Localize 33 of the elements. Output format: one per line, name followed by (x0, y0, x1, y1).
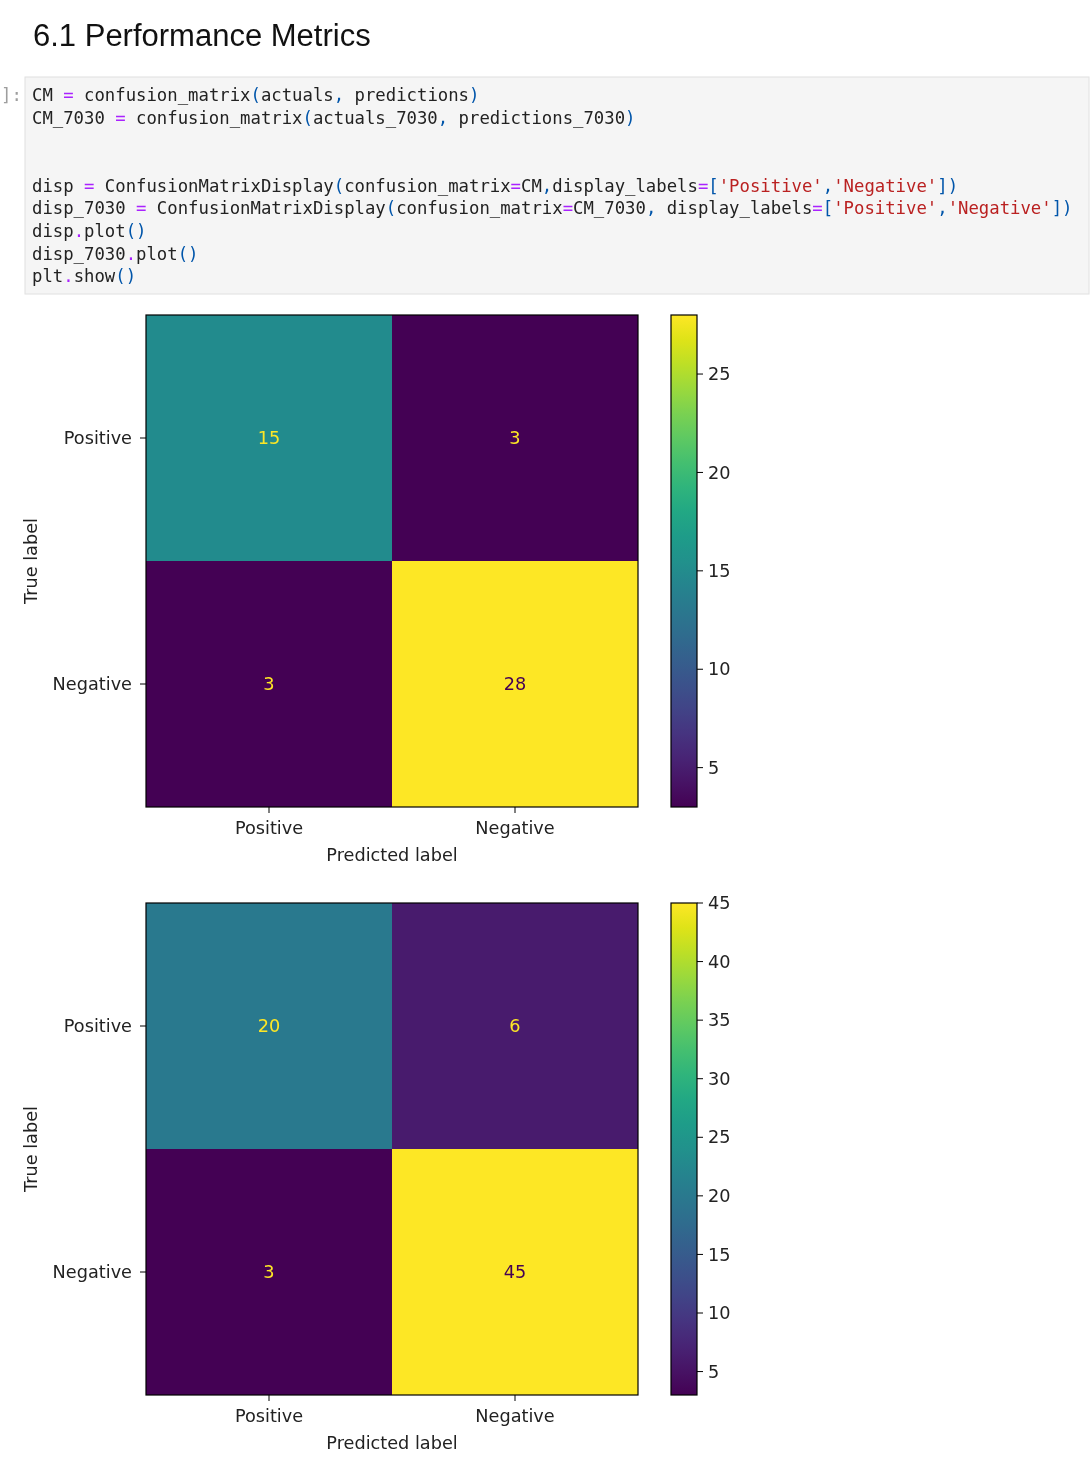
data-label: 28 (503, 674, 527, 695)
data-label: 3 (263, 1262, 275, 1283)
data-label: 3 (509, 428, 521, 449)
color-bar-label: 25 (708, 364, 731, 385)
y-tick-label: Positive (63, 1016, 132, 1037)
data-label: 3 (263, 674, 275, 695)
y-axis-title: True label (21, 518, 41, 605)
text: ]: (1, 85, 22, 105)
y-axis-title: True label (21, 1106, 41, 1193)
color-bar-label: 10 (708, 1303, 731, 1324)
color-bar-label: 10 (708, 659, 731, 680)
y-tick-label: Positive (63, 428, 132, 449)
x-axis-title: Predicted label (326, 1433, 458, 1453)
color-bar-label: 30 (708, 1068, 731, 1089)
color-bar-label: 15 (708, 561, 731, 582)
color-bar-label: 5 (708, 757, 720, 778)
y-tick-label: Negative (52, 674, 132, 695)
data-label: 20 (257, 1016, 281, 1037)
color-bar-label: 5 (708, 1361, 720, 1382)
color-bar-label: 20 (708, 462, 731, 483)
y-tick-label: Negative (52, 1262, 132, 1283)
color-bar-label: 40 (708, 951, 731, 972)
color-bar-label: 25 (708, 1127, 731, 1148)
data-label: 15 (257, 428, 281, 449)
color-bar-label: 35 (708, 1010, 731, 1031)
color-bar-label: 20 (708, 1186, 731, 1207)
data-label: 6 (509, 1016, 521, 1037)
text: CM = confusion_matrix(actuals, predictions) CM_7030 = confusion_matrix(actuals_7030, predictions_7030) disp = ConfusionMatrixDisplay(confusion_matrix=CM,display_labels=['Positive','Negative']) disp_7030 = ConfusionMatrixDisplay(confusion_matrix=CM_7030, display_labels=['Positive','Negative']) disp.plot() disp_7030.plot() plt.show() (32, 85, 1073, 287)
color-bar-label: 45 (708, 893, 731, 914)
data-label: 45 (503, 1262, 527, 1283)
text: 6.1 Performance Metrics (33, 18, 371, 53)
color-bar-label: 15 (708, 1244, 731, 1265)
x-axis-title: Predicted label (326, 845, 458, 865)
